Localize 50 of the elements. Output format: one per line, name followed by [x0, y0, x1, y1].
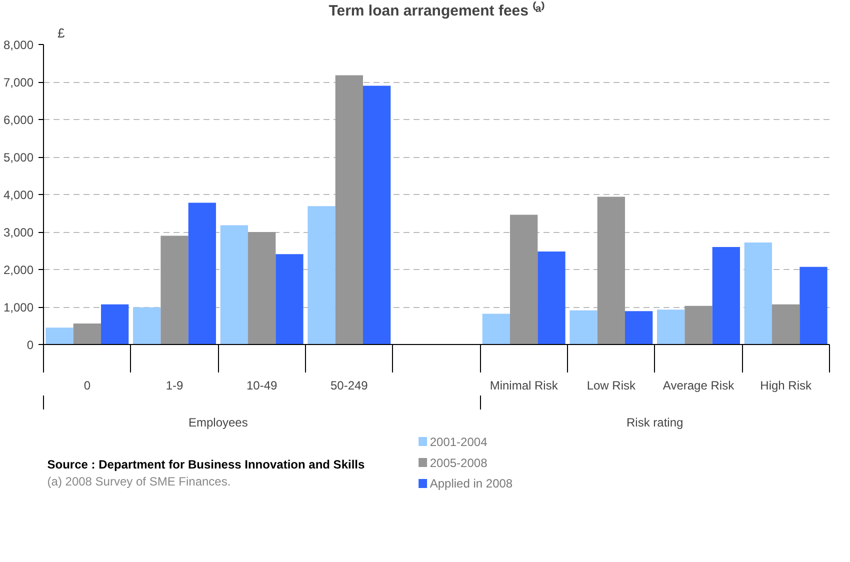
bar — [570, 310, 598, 344]
y-tick-label: 7,000 — [3, 76, 34, 90]
bar — [308, 206, 336, 344]
y-tick-label: 0 — [26, 338, 34, 352]
y-tick-label: 5,000 — [3, 150, 34, 164]
legend-label: 2005-2008 — [430, 456, 488, 470]
bar — [712, 247, 740, 344]
bar — [624, 311, 653, 344]
bar — [684, 306, 712, 344]
chart-title: Term loan arrangement fees ⁽ᵃ⁾ — [328, 2, 544, 20]
text: Employees — [188, 416, 248, 430]
x-tick-label: 50-249 — [330, 378, 368, 392]
text: (a) 2008 Survey of SME Finances. — [47, 474, 231, 488]
bar — [510, 214, 538, 344]
bar — [188, 202, 216, 344]
bar — [276, 254, 304, 344]
bar — [538, 252, 566, 344]
bar — [335, 75, 363, 344]
bar — [248, 232, 276, 344]
bar — [800, 266, 828, 344]
legend-label: Applied in 2008 — [430, 476, 513, 490]
bar — [160, 236, 188, 344]
x-tick-label: Minimal Risk — [490, 378, 559, 392]
y-tick-label: 8,000 — [3, 38, 34, 52]
bar — [657, 310, 685, 344]
bar — [133, 307, 161, 344]
bar — [220, 225, 248, 344]
x-tick-label: 0 — [84, 378, 91, 392]
x-tick-label: High Risk — [760, 378, 813, 392]
bar — [46, 328, 74, 344]
text: Risk rating — [626, 416, 684, 430]
bar — [744, 242, 772, 344]
bar — [597, 196, 625, 344]
y-tick-label: 3,000 — [3, 226, 34, 240]
x-tick-label: Low Risk — [586, 378, 637, 392]
bar — [100, 304, 129, 344]
y-tick-label: 2,000 — [3, 263, 34, 277]
bar — [482, 314, 510, 344]
x-tick-label: 10-49 — [246, 378, 278, 392]
bar — [73, 324, 101, 344]
y-tick-label: 6,000 — [3, 113, 34, 127]
y-tick-label: 1,000 — [3, 300, 34, 314]
y-tick-label: 4,000 — [3, 188, 34, 202]
y-axis-title: £ — [58, 26, 66, 40]
legend-label: 2001-2004 — [430, 435, 488, 449]
bar — [362, 86, 391, 344]
bar — [772, 304, 800, 344]
source-note: Source : Department for Business Innovation and Skills — [47, 458, 365, 472]
x-tick-label: 1-9 — [166, 378, 184, 392]
x-tick-label: Average Risk — [662, 378, 736, 392]
